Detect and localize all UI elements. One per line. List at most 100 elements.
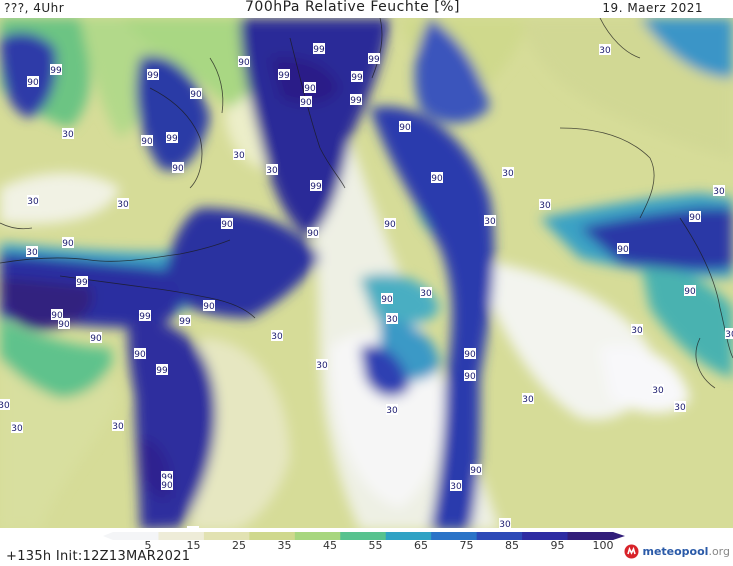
logo-suffix: .org bbox=[708, 545, 730, 558]
contour-label: 30 bbox=[522, 393, 534, 405]
contour-label-text: 30 bbox=[26, 248, 38, 258]
contour-label: 30 bbox=[233, 149, 245, 161]
contour-label-text: 90 bbox=[141, 137, 153, 147]
contour-label-text: 30 bbox=[652, 386, 664, 396]
contour-label-text: 30 bbox=[450, 482, 462, 492]
colorbar-tick-label: 15 bbox=[186, 539, 201, 552]
contour-label-text: 90 bbox=[431, 174, 443, 184]
contour-label: 90 bbox=[27, 76, 39, 88]
contour-label-text: 90 bbox=[381, 295, 393, 305]
contour-label: 99 bbox=[351, 71, 363, 83]
coastlines bbox=[0, 18, 733, 389]
contour-label-text: 99 bbox=[50, 66, 62, 76]
contour-label: 30 bbox=[631, 324, 643, 336]
contour-label-text: 30 bbox=[386, 315, 398, 325]
valid-date: 19. Maerz 2021 bbox=[602, 1, 703, 15]
contour-label: 99 bbox=[278, 69, 290, 81]
contour-label: 90 bbox=[464, 370, 476, 382]
contour-label: 30 bbox=[502, 167, 514, 179]
map-title: 700hPa Relative Feuchte [%] bbox=[245, 0, 460, 15]
contour-label: 90 bbox=[617, 243, 629, 255]
contour-label: 30 bbox=[27, 195, 39, 207]
colorbar-tick-label: 100 bbox=[592, 539, 614, 552]
contour-label-text: 90 bbox=[464, 350, 476, 360]
colorbar-tick-label: 25 bbox=[232, 539, 246, 552]
contour-label: 99 bbox=[76, 276, 88, 288]
contour-label: 99 bbox=[368, 53, 380, 65]
contour-label-text: 90 bbox=[203, 302, 215, 312]
colorbar-segment bbox=[385, 532, 432, 540]
contour-label: 90 bbox=[399, 121, 411, 133]
colorbar-tick-label: 55 bbox=[368, 539, 383, 552]
contour-label: 30 bbox=[539, 199, 551, 211]
contour-label: 90 bbox=[58, 318, 70, 330]
contour-label-text: 90 bbox=[689, 213, 701, 223]
contour-label-text: 30 bbox=[674, 403, 686, 413]
contour-label-text: 99 bbox=[139, 312, 151, 322]
colorbar bbox=[103, 532, 625, 540]
contour-label-text: 90 bbox=[304, 84, 316, 94]
logo[interactable]: meteopool.org bbox=[624, 544, 730, 559]
contour-label: 99 bbox=[161, 471, 173, 483]
colorbar-tick-label: 5 bbox=[144, 539, 152, 552]
contour-label: 90 bbox=[172, 162, 184, 174]
colorbar-segment bbox=[249, 532, 296, 540]
contour-label-text: 99 bbox=[351, 73, 363, 83]
contour-label-text: 99 bbox=[350, 96, 362, 106]
contour-label-text: 30 bbox=[420, 289, 432, 299]
contour-label-text: 99 bbox=[368, 55, 380, 65]
contour-label-text: 30 bbox=[502, 169, 514, 179]
contour-label-text: 30 bbox=[233, 151, 245, 161]
colorbar-segment bbox=[567, 532, 614, 540]
contour-label: 99 bbox=[166, 132, 178, 144]
contour-label: 90 bbox=[464, 348, 476, 360]
contour-label-text: 90 bbox=[307, 229, 319, 239]
colorbar-arrow-left bbox=[103, 532, 113, 540]
colorbar-segment bbox=[203, 532, 250, 540]
contour-label: 90 bbox=[689, 211, 701, 223]
colorbar-segment bbox=[431, 532, 478, 540]
contour-label-text: 90 bbox=[134, 350, 146, 360]
contour-label-text: 30 bbox=[484, 217, 496, 227]
colorbar-segment bbox=[294, 532, 341, 540]
contour-label: 30 bbox=[112, 420, 124, 432]
contour-label-text: 30 bbox=[713, 187, 725, 197]
contour-label: 90 bbox=[307, 227, 319, 239]
contour-label-text: 99 bbox=[166, 134, 178, 144]
humidity-map[interactable]: 90 99 99 90 99 99 99 90 99 90 99 30 90 30 90 99 90 30 30 90… bbox=[0, 18, 733, 530]
contour-label: 30 bbox=[117, 198, 129, 210]
contour-label-text: 90 bbox=[399, 123, 411, 133]
contour-label-text: 30 bbox=[499, 520, 511, 530]
contour-label: 30 bbox=[11, 422, 23, 434]
contour-label-text: 30 bbox=[27, 197, 39, 207]
contour-label-text: 30 bbox=[316, 361, 328, 371]
init-time: +135h Init:12Z13MAR2021 bbox=[6, 549, 191, 564]
colorbar-segment bbox=[476, 532, 523, 540]
contour-label-text: 99 bbox=[179, 317, 191, 327]
contour-label-text: 99 bbox=[313, 45, 325, 55]
contour-label-text: 30 bbox=[0, 401, 10, 411]
contour-label-text: 90 bbox=[300, 98, 312, 108]
contour-label-text: 99 bbox=[76, 278, 88, 288]
contour-label-text: 90 bbox=[172, 164, 184, 174]
footer-bar: 5 15 25 35 45 55 65 75 85 95 100 +135h Init:12Z13M… bbox=[0, 528, 733, 566]
contour-label: 30 bbox=[674, 401, 686, 413]
logo-text: meteopool bbox=[642, 545, 709, 558]
contour-label-text: 90 bbox=[684, 287, 696, 297]
contour-label-text: 90 bbox=[384, 220, 396, 230]
contour-label: 90 bbox=[62, 237, 74, 249]
contour-label: 30 bbox=[713, 185, 725, 197]
contour-label: 90 bbox=[431, 172, 443, 184]
contour-label-text: 90 bbox=[62, 239, 74, 249]
colorbar-tick-label: 35 bbox=[277, 539, 292, 552]
contour-label-text: 30 bbox=[539, 201, 551, 211]
colorbar-segment bbox=[113, 532, 159, 540]
contour-label-text: 90 bbox=[51, 311, 63, 321]
colorbar-tick-label: 75 bbox=[459, 539, 474, 552]
contour-label-text: 90 bbox=[470, 466, 482, 476]
contour-label-text: 90 bbox=[238, 58, 250, 68]
contour-label: 90 bbox=[161, 479, 173, 491]
contour-label-text: 30 bbox=[112, 422, 124, 432]
contour-labels: 90 99 99 90 99 99 99 90 99 90 99 30 90 30 90 99 90 30 30 90… bbox=[0, 43, 733, 530]
contour-label: 99 bbox=[310, 180, 322, 192]
